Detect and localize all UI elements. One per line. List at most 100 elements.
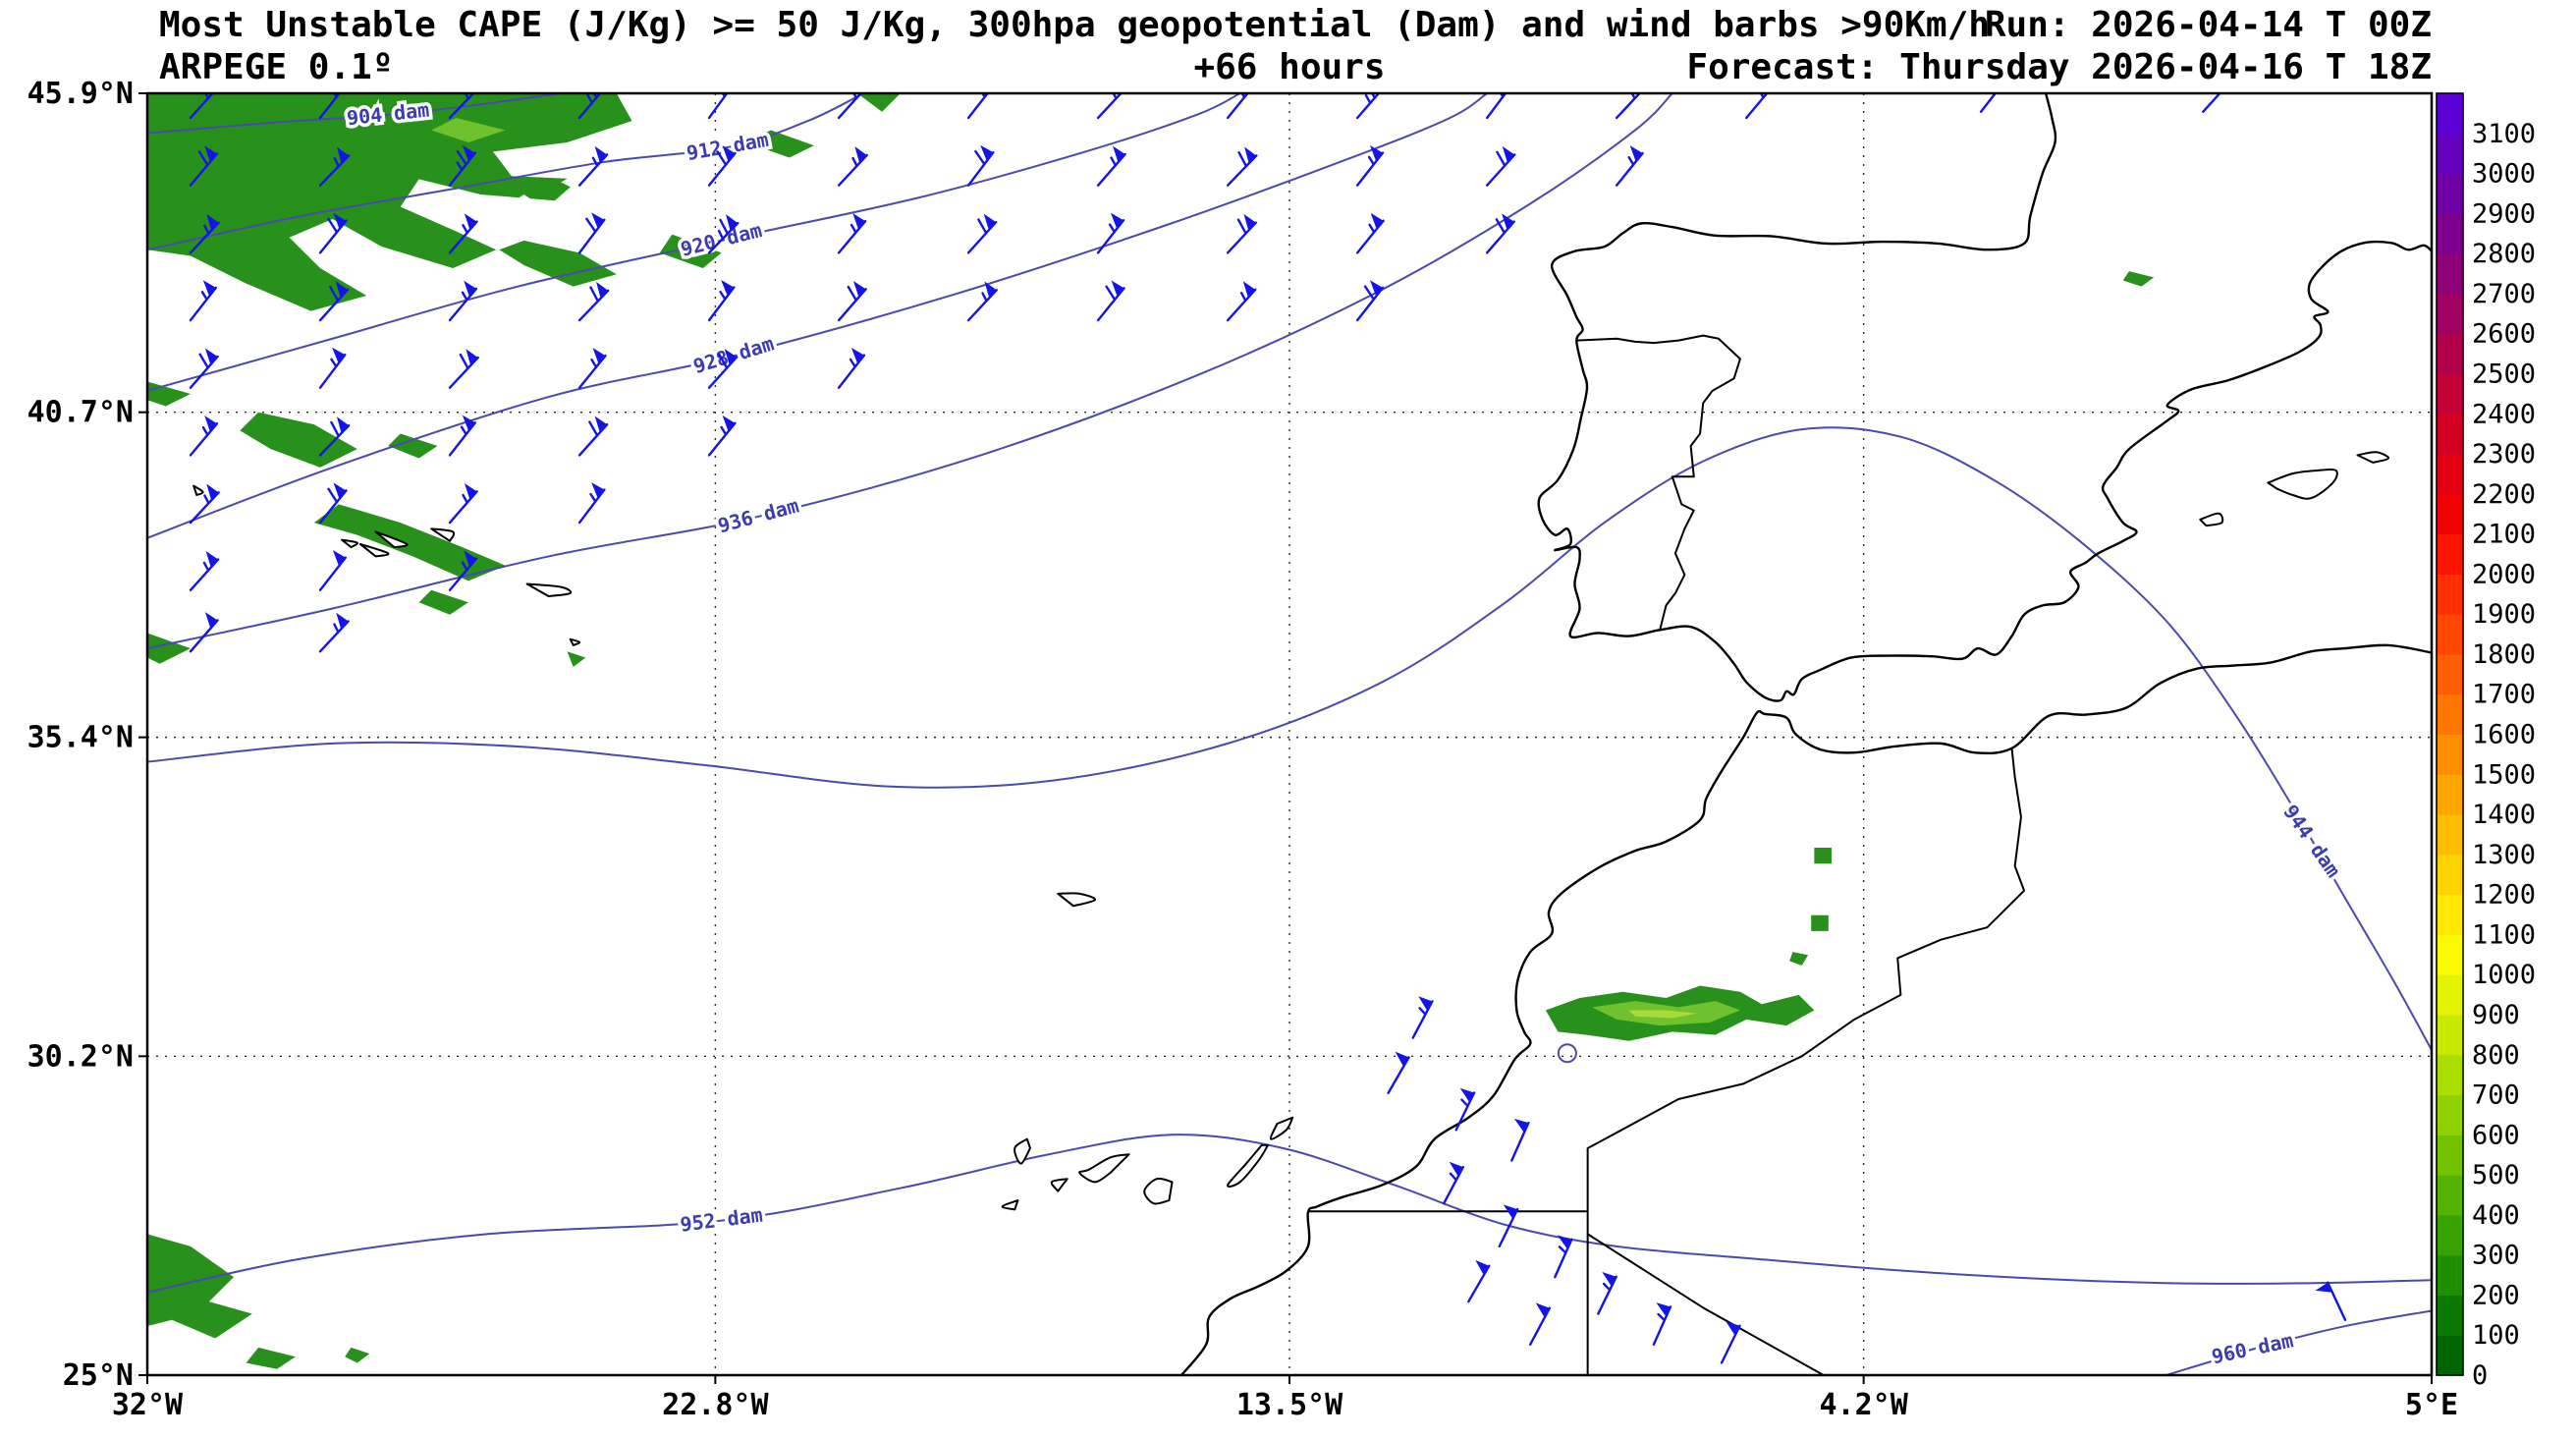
barb-pennant [1629, 145, 1643, 162]
barb-staff [707, 218, 740, 254]
wind-barb [2315, 1281, 2347, 1321]
barb-staff [1510, 1121, 1530, 1162]
wind-barb [1355, 212, 1385, 254]
wind-barb [707, 415, 737, 457]
barb-staff [1745, 93, 1769, 120]
barb-pennant [1505, 93, 1506, 94]
barb-pennant [332, 347, 346, 363]
colorbar-segment [2437, 1094, 2463, 1135]
wind-barb [318, 416, 351, 457]
geopotential-contour [147, 93, 1673, 650]
island [1050, 1178, 1069, 1192]
barb-staff [318, 620, 350, 653]
barb-pennant [983, 213, 997, 231]
colorbar-segment [2437, 1214, 2463, 1256]
barb-pennant [722, 145, 736, 162]
barb-pennant [1994, 72, 2006, 87]
barb-staff [448, 353, 479, 389]
barb-pennant [336, 612, 349, 630]
lead-time-label: +66 hours [1193, 47, 1386, 87]
barb-pennant [204, 612, 218, 629]
island [1057, 892, 1096, 908]
barb-staff [189, 150, 219, 187]
barb-pennant [721, 280, 735, 297]
barb-staff [1096, 219, 1125, 254]
wind-barb [1355, 93, 1381, 120]
island [430, 527, 456, 542]
wind-barb [318, 347, 347, 389]
colorbar-tick-label: 1600 [2472, 720, 2536, 750]
barb-pennant [204, 348, 218, 365]
barb-pennant [1369, 280, 1384, 297]
wind-barb [448, 349, 479, 389]
barb-staff [1355, 93, 1381, 120]
country-border [1587, 1233, 1825, 1375]
barb-staff [1720, 1324, 1741, 1364]
cape-patch [1814, 848, 1832, 864]
barb-pennant [852, 213, 866, 230]
wind-barb [707, 280, 736, 322]
barb-pennant [591, 212, 605, 229]
barb-staff [448, 220, 478, 254]
barb-pennant [592, 348, 606, 364]
colorbar-tick-label: 2400 [2472, 399, 2536, 429]
barb-staff [1442, 1165, 1465, 1205]
barb-staff [966, 93, 990, 120]
contour-label: 936 dam [715, 493, 801, 537]
cape-patch [147, 1234, 252, 1339]
geopotential-contour [147, 93, 1488, 539]
barb-staff [318, 556, 348, 591]
x-tick-label: 13.5°W [1236, 1388, 1343, 1422]
y-tick-label: 45.9°N [27, 77, 134, 111]
colorbar-segment [2437, 173, 2463, 214]
island [2267, 468, 2338, 500]
barb-pennant [986, 93, 988, 94]
colorbar-tick-label: 2500 [2472, 359, 2536, 389]
wind-barb [1226, 146, 1258, 187]
barb-staff [1498, 1207, 1519, 1248]
barb-staff [1467, 1264, 1491, 1303]
barb-staff [1485, 218, 1515, 254]
barb-pennant [338, 93, 340, 94]
colorbar-segment [2437, 213, 2463, 254]
barb-pennant [464, 483, 477, 500]
barb-staff [707, 150, 737, 187]
barb-staff [1096, 285, 1125, 322]
cape-patch [561, 171, 598, 192]
cape-patch [147, 93, 632, 311]
wind-barb [577, 281, 610, 322]
barb-pennant [594, 415, 608, 433]
barb-pennant [464, 280, 477, 298]
barb-staff [2327, 1281, 2347, 1321]
barb-pennant [1369, 144, 1384, 162]
barb-staff [1597, 1275, 1617, 1315]
wind-barb [189, 415, 219, 457]
barb-staff [966, 149, 995, 187]
barb-staff [318, 93, 342, 120]
island [2356, 451, 2389, 464]
geopotential-contour [2165, 1309, 2432, 1375]
barb-staff [448, 421, 477, 457]
colorbar-tick-label: 500 [2472, 1160, 2520, 1190]
wind-barb [448, 144, 477, 187]
barb-staff [1355, 285, 1385, 322]
cape-patch [1811, 914, 1829, 931]
barb-staff [1226, 151, 1258, 187]
barb-staff [1528, 1306, 1552, 1346]
colorbar-segment [2437, 1295, 2463, 1336]
wind-barb [837, 280, 867, 322]
wind-barb [1652, 1302, 1672, 1346]
colorbar-segment [2437, 1014, 2463, 1056]
barb-pennant [462, 415, 475, 431]
barb-staff [318, 286, 350, 322]
cape-patch [313, 504, 506, 581]
cape-patch [388, 433, 438, 459]
colorbar-segment [2437, 614, 2463, 655]
wind-barb [1979, 72, 2006, 113]
colorbar-segment [2437, 333, 2463, 375]
geopotential-contour [147, 426, 2432, 1051]
colorbar-tick-label: 1200 [2472, 880, 2536, 911]
barb-staff [318, 217, 348, 254]
colorbar-segment [2437, 814, 2463, 856]
colorbar-tick-label: 100 [2472, 1320, 2520, 1351]
